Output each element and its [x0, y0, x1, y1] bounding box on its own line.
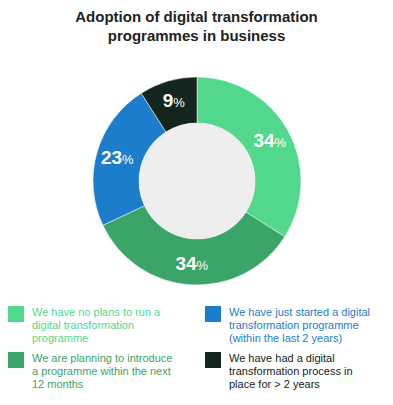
label-unit: %: [275, 135, 287, 150]
text-line: digital transformation: [32, 319, 134, 331]
label-number: 9: [163, 90, 174, 111]
label-unit: %: [197, 258, 209, 273]
text-line: We are planning to introduce: [32, 352, 172, 364]
title: Adoption of digital transformation progra…: [75, 8, 317, 44]
legend-label: We have had a digitaltransformation proc…: [229, 352, 353, 390]
label-unit: %: [122, 152, 134, 167]
legend-swatch: [205, 352, 221, 368]
legend-swatch: [8, 352, 24, 368]
text-line: transformation programme: [229, 319, 359, 331]
legend-swatch: [205, 306, 221, 322]
chart: Adoption of digital transformation progra…: [0, 0, 393, 405]
text-line: transformation process in: [229, 365, 353, 377]
label-number: 23: [101, 147, 122, 168]
label-number: 34: [253, 130, 275, 151]
text-line: 12 months: [32, 378, 84, 390]
text-line: Adoption of digital transformation: [75, 8, 317, 25]
plot: 34%34%23%9%: [93, 77, 301, 285]
legend-label: We are planning to introducea programme …: [32, 352, 172, 390]
data-label: 23%: [101, 147, 134, 168]
donut-hole: [139, 123, 255, 239]
text-line: We have had a digital: [229, 352, 335, 364]
text-line: We have no plans to run a: [32, 306, 161, 318]
legend-label: We have no plans to run adigital transfo…: [32, 306, 161, 344]
label-number: 34: [175, 253, 197, 274]
legend-swatch: [8, 306, 24, 322]
text-line: programmes in business: [108, 27, 286, 44]
data-label: 34%: [175, 253, 208, 274]
data-label: 34%: [253, 130, 286, 151]
legend: We have no plans to run adigital transfo…: [8, 306, 370, 390]
label-unit: %: [173, 95, 185, 110]
data-label: 9%: [163, 90, 186, 111]
text-line: a programme within the next: [32, 365, 171, 377]
text-line: We have just started a digital: [229, 306, 370, 318]
text-line: programme: [32, 332, 88, 344]
legend-label: We have just started a digitaltransforma…: [229, 306, 370, 344]
text-line: place for > 2 years: [229, 378, 320, 390]
text-line: (within the last 2 years): [229, 332, 342, 344]
